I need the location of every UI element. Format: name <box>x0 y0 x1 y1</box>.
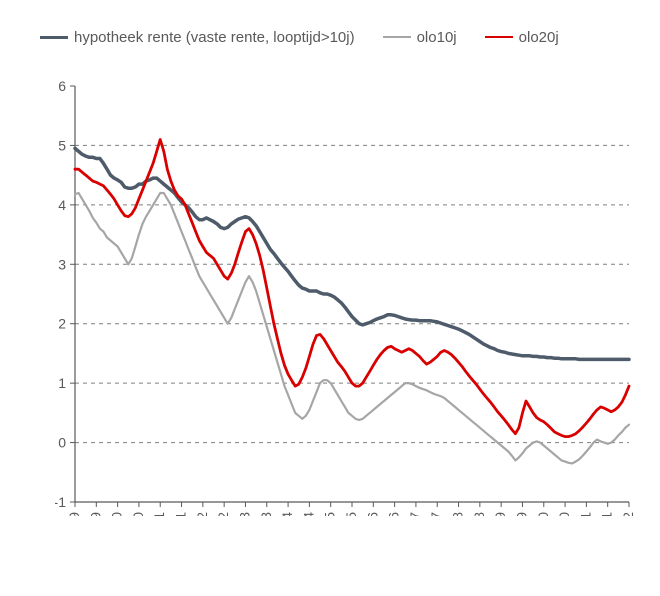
legend-swatch-hypotheek <box>40 36 68 39</box>
svg-text:3: 3 <box>58 256 66 272</box>
svg-text:jul/10: jul/10 <box>130 512 146 516</box>
legend-swatch-olo10j <box>383 36 411 38</box>
legend-label-olo20j: olo20j <box>519 29 559 46</box>
svg-text:jan/21: jan/21 <box>577 512 593 516</box>
svg-text:-1: -1 <box>55 494 66 510</box>
legend: hypotheek rente (vaste rente, looptijd>1… <box>40 22 640 52</box>
svg-text:jan/13: jan/13 <box>236 512 252 516</box>
svg-text:6: 6 <box>58 80 66 94</box>
svg-text:0: 0 <box>58 435 66 451</box>
svg-text:jul/09: jul/09 <box>87 512 103 516</box>
svg-text:jul/14: jul/14 <box>300 512 316 516</box>
svg-text:jan/09: jan/09 <box>66 512 82 516</box>
svg-text:jul/17: jul/17 <box>428 512 444 516</box>
svg-text:2: 2 <box>58 316 66 332</box>
chart-svg: -1 0 1 2 3 4 5 6 jan/09 jul/09 jan/10 jul/10 jan/11 j… <box>55 80 635 516</box>
legend-label-olo10j: olo10j <box>417 29 457 46</box>
legend-item-olo10j: olo10j <box>383 29 457 46</box>
svg-text:jul/20: jul/20 <box>556 512 572 516</box>
svg-text:jan/15: jan/15 <box>322 512 338 516</box>
legend-item-olo20j: olo20j <box>485 29 559 46</box>
svg-text:jul/18: jul/18 <box>471 512 487 516</box>
svg-text:5: 5 <box>58 137 66 153</box>
svg-text:jan/14: jan/14 <box>279 512 295 516</box>
svg-text:jul/21: jul/21 <box>599 512 615 516</box>
svg-text:1: 1 <box>58 375 66 391</box>
svg-text:jul/16: jul/16 <box>386 512 402 516</box>
svg-text:jan/10: jan/10 <box>109 512 125 516</box>
svg-text:jan/22: jan/22 <box>620 512 635 516</box>
svg-text:jul/12: jul/12 <box>215 512 231 516</box>
svg-text:jul/15: jul/15 <box>343 512 359 516</box>
legend-swatch-olo20j <box>485 36 513 38</box>
svg-text:jan/20: jan/20 <box>535 512 551 516</box>
svg-text:4: 4 <box>58 197 66 213</box>
svg-text:jan/18: jan/18 <box>450 512 466 516</box>
svg-text:jan/17: jan/17 <box>407 512 423 516</box>
svg-text:jan/19: jan/19 <box>492 512 508 516</box>
rates-line-chart: hypotheek rente (vaste rente, looptijd>1… <box>0 0 660 596</box>
svg-text:jul/19: jul/19 <box>513 512 529 516</box>
legend-item-hypotheek: hypotheek rente (vaste rente, looptijd>1… <box>40 29 355 46</box>
legend-label-hypotheek: hypotheek rente (vaste rente, looptijd>1… <box>74 29 355 46</box>
svg-text:jan/16: jan/16 <box>364 512 380 516</box>
svg-text:jan/12: jan/12 <box>194 512 210 516</box>
svg-text:jul/11: jul/11 <box>173 512 189 516</box>
svg-text:jul/13: jul/13 <box>258 512 274 516</box>
svg-text:jan/11: jan/11 <box>151 512 167 516</box>
plot-area: -1 0 1 2 3 4 5 6 jan/09 jul/09 jan/10 jul/10 jan/11 j… <box>55 80 635 516</box>
